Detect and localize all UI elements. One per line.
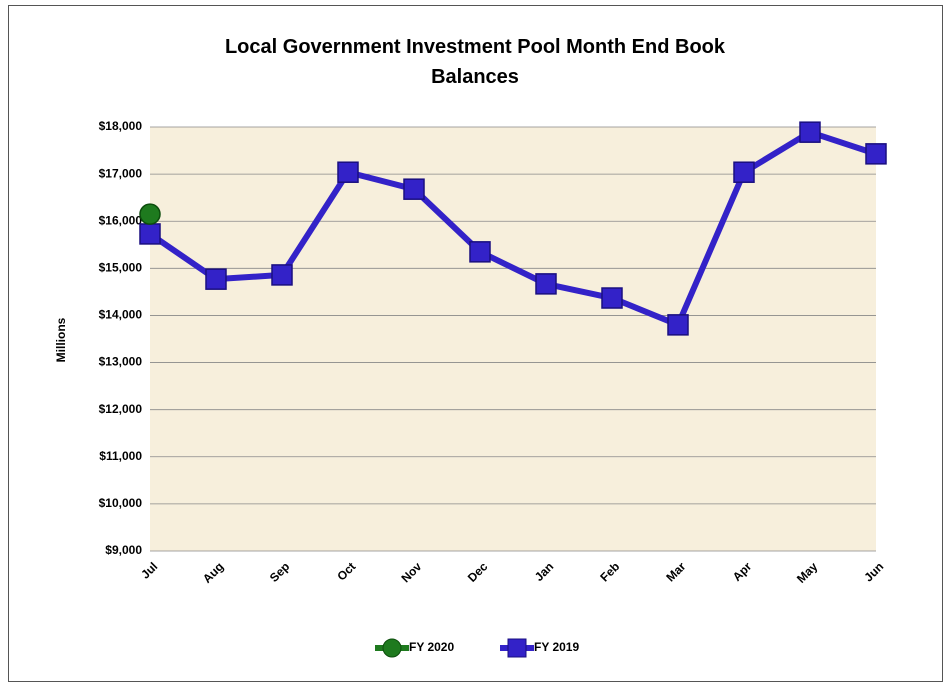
y-tick-label: $13,000 [99, 355, 143, 369]
point [271, 264, 293, 286]
y-tick-label: $17,000 [99, 166, 143, 180]
point [139, 203, 161, 225]
point [601, 287, 623, 309]
point [799, 121, 821, 143]
point [403, 178, 425, 200]
y-tick-label: $18,000 [99, 119, 143, 133]
y-tick-label: $16,000 [99, 213, 143, 227]
y-axis-title: Millions [54, 317, 68, 362]
legend-label: FY 2020 [409, 640, 454, 654]
point [865, 143, 887, 165]
y-tick-label: $15,000 [99, 261, 143, 275]
legend-marker [507, 638, 527, 658]
point [337, 161, 359, 183]
point [139, 223, 161, 245]
y-tick-label: $10,000 [99, 496, 143, 510]
y-tick-label: $11,000 [99, 449, 142, 463]
point [667, 314, 689, 336]
y-tick-label: $12,000 [99, 402, 143, 416]
y-tick-label: $14,000 [99, 308, 143, 322]
series-line [148, 129, 877, 328]
point [205, 268, 227, 290]
point [469, 241, 491, 263]
legend-marker [382, 638, 402, 658]
legend-label: FY 2019 [534, 640, 579, 654]
chart-title: Local Government Investment Pool Month E… [225, 36, 726, 88]
point [733, 161, 755, 183]
y-tick-label: $9,000 [105, 543, 142, 557]
point [535, 273, 557, 295]
plot-area [150, 127, 876, 551]
